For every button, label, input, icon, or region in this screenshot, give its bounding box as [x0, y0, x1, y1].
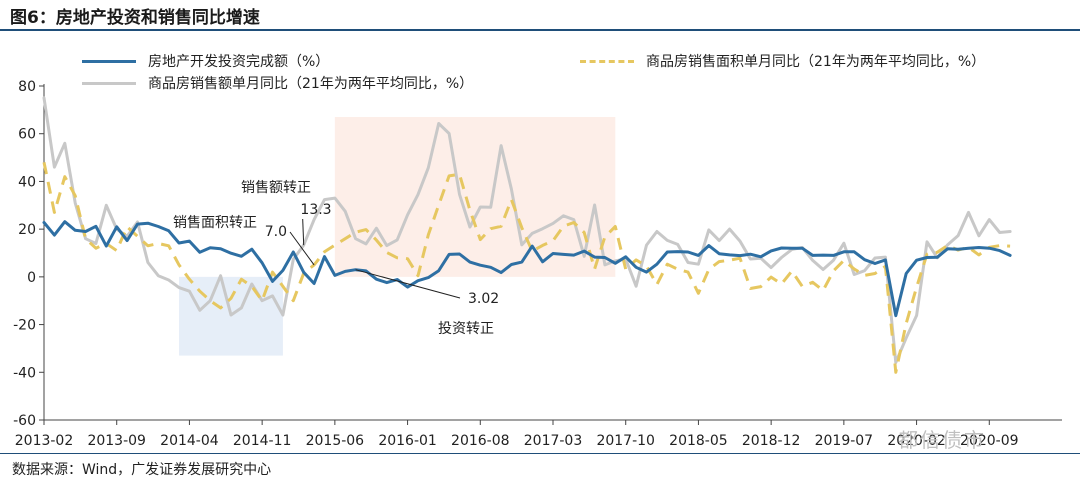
y-tick-label: 40: [18, 174, 36, 190]
legend-swatch-sales-value: [82, 81, 136, 85]
x-tick-label: 2013-09: [87, 433, 146, 449]
annotation-sales-area-turn-positive: 销售面积转正: [173, 215, 257, 231]
x-tick-label: 2017-03: [524, 433, 583, 449]
legend-item-sales-area: 商品房销售面积单月同比（21年为两年平均同比，%）: [580, 51, 985, 71]
y-tick-label: -40: [13, 365, 36, 381]
annotation-sales-value-value: 13.3: [300, 202, 331, 218]
x-tick-label: 2019-07: [815, 433, 874, 449]
legend-item-sales-value: 商品房销售额单月同比（21年为两年平均同比，%）: [82, 73, 473, 93]
leader-sales-value: [302, 218, 305, 246]
legend-label-sales-area: 商品房销售面积单月同比（21年为两年平均同比，%）: [646, 54, 986, 70]
x-tick-label: 2013-02: [15, 433, 74, 449]
x-tick-label: 2018-12: [742, 433, 801, 449]
x-tick-label: 2020-02: [887, 433, 946, 449]
annotation-sales-area-value: 7.0: [265, 224, 287, 240]
x-tick-label: 2014-11: [233, 433, 292, 449]
source-note: 数据来源：Wind，广发证券发展研究中心: [12, 462, 272, 478]
legend-swatch-investment: [82, 59, 136, 63]
leader-investment: [355, 269, 461, 299]
annotation-sales-value-turn-positive: 销售额转正: [241, 180, 311, 196]
y-tick-label: 60: [18, 127, 36, 143]
legend-label-sales-value: 商品房销售额单月同比（21年为两年平均同比，%）: [148, 76, 474, 92]
y-tick-label: -60: [13, 413, 36, 429]
legend-item-investment: 房地产开发投资完成额（%）: [82, 51, 329, 71]
title-rule: [0, 29, 1080, 31]
annotation-investment-turn-positive: 投资转正: [438, 321, 494, 337]
watermark: 都信债市: [898, 428, 986, 452]
x-tick-label: 2015-06: [306, 433, 365, 449]
highlight-region-1: [334, 117, 616, 277]
series-sales-area-line: [42, 161, 1011, 374]
bottom-rule: [0, 453, 1080, 454]
y-tick-label: -20: [13, 318, 36, 334]
x-tick-label: 2018-05: [669, 433, 728, 449]
x-tick-label: 2016-01: [378, 433, 437, 449]
x-tick-label: 2016-08: [451, 433, 510, 449]
y-tick-label: 80: [18, 79, 36, 95]
x-tick-label: 2017-10: [596, 433, 655, 449]
figure-title: 图6：房地产投资和销售同比增速: [10, 8, 260, 28]
legend-swatch-sales-area: [580, 59, 634, 63]
x-tick-label: 2014-04: [160, 433, 219, 449]
x-tick-label: 2020-09: [960, 433, 1019, 449]
y-tick-label: 20: [18, 222, 36, 238]
leader-sales-area: [289, 231, 315, 266]
series-investment-line: [42, 220, 1012, 318]
annotation-investment-value: 3.02: [468, 291, 499, 307]
legend-label-investment: 房地产开发投资完成额（%）: [148, 54, 330, 70]
y-tick-label: 0: [27, 270, 36, 286]
